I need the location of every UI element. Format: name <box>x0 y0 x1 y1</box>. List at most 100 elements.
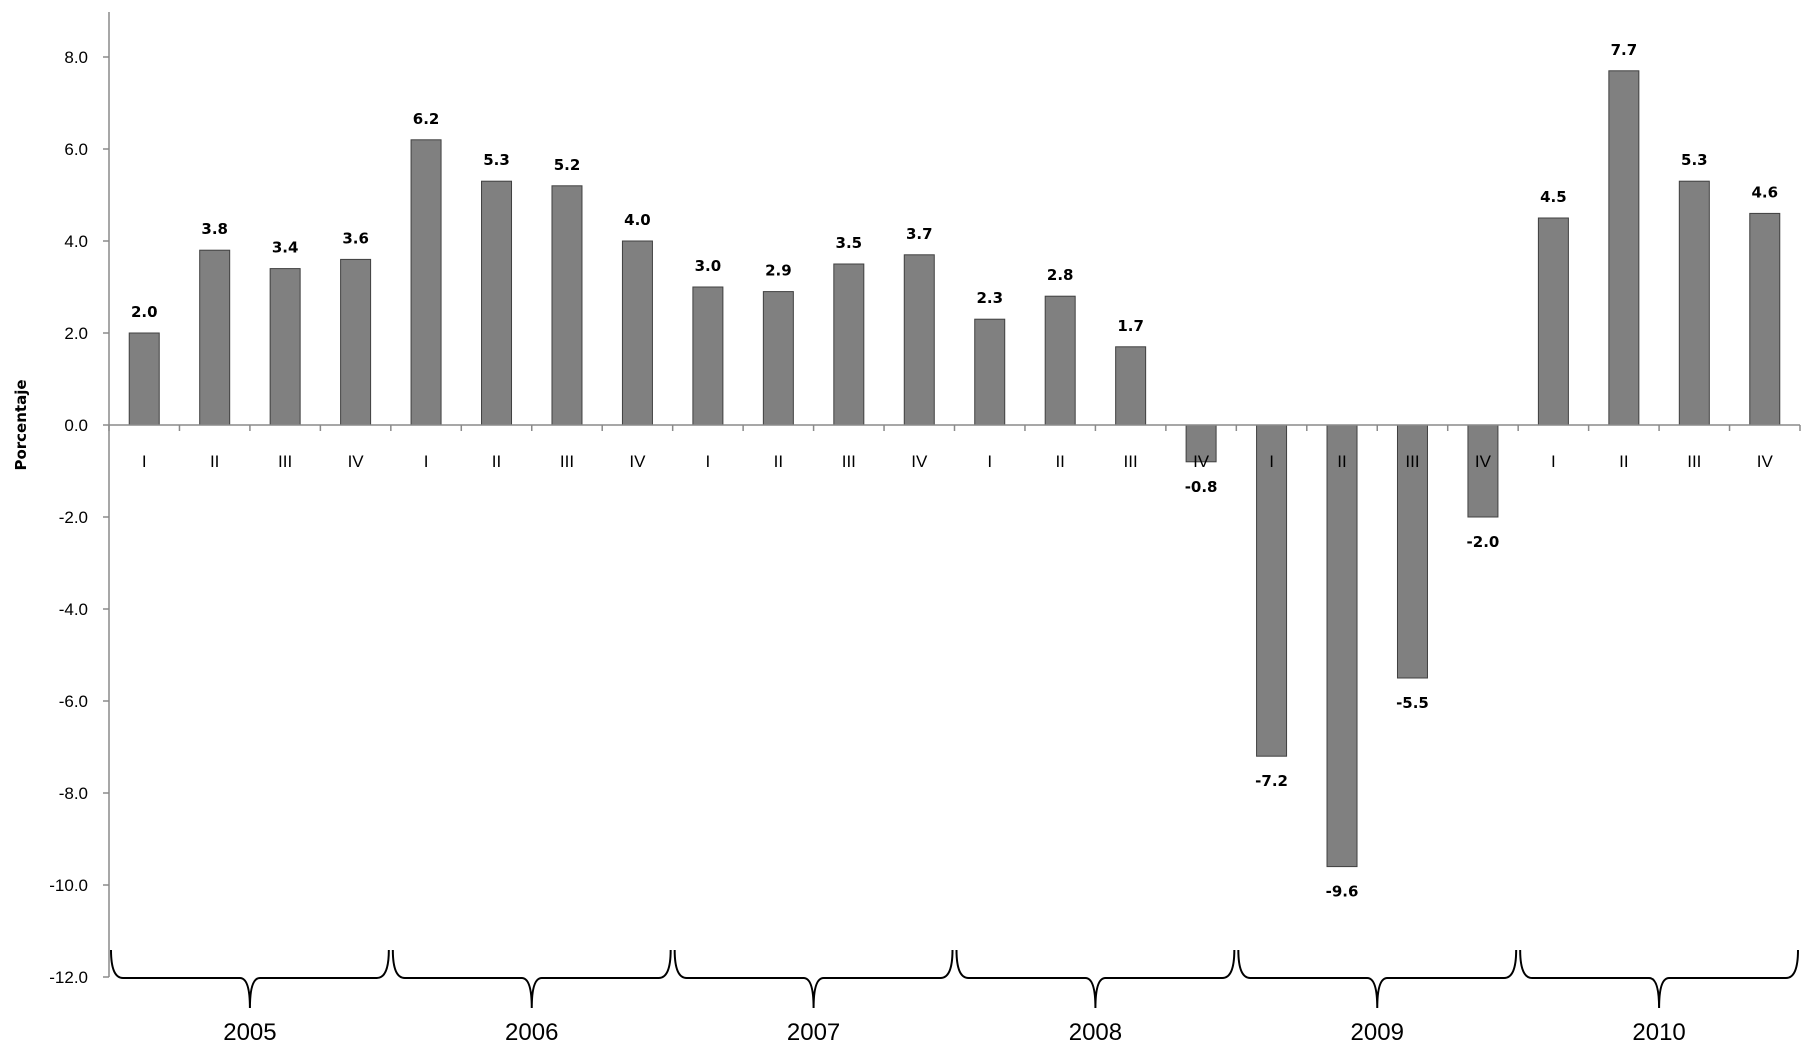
year-label: 2005 <box>223 1019 276 1046</box>
bar <box>1185 424 1217 463</box>
bars-group <box>128 70 1781 868</box>
data-label: -0.8 <box>1185 478 1218 496</box>
bar <box>128 332 160 426</box>
quarter-label: II <box>1619 452 1628 471</box>
data-label: -2.0 <box>1467 533 1500 551</box>
y-tick-label: 6.0 <box>64 140 88 159</box>
data-label: 3.5 <box>836 234 863 252</box>
year-brace <box>110 949 390 1009</box>
year-label: 2008 <box>1069 1019 1122 1046</box>
data-label: -9.6 <box>1326 883 1359 901</box>
data-label: 2.8 <box>1047 266 1074 284</box>
y-tick-label: 8.0 <box>64 48 88 67</box>
bar <box>1256 424 1288 757</box>
y-tick-label: -6.0 <box>59 692 88 711</box>
quarter-labels: I II III IV I II III IV I II III IV I II III IV I II III IV… <box>142 452 1774 471</box>
quarter-label: IV <box>911 452 928 471</box>
data-label: 3.8 <box>201 220 228 238</box>
bar <box>1537 217 1569 426</box>
quarter-label: IV <box>1757 452 1774 471</box>
bar <box>1749 212 1781 426</box>
quarter-label: III <box>278 452 292 471</box>
year-brace <box>673 949 954 1009</box>
bar <box>974 318 1006 426</box>
data-label: 7.7 <box>1611 41 1638 59</box>
y-tick-label: 0.0 <box>64 416 88 435</box>
bar <box>410 139 442 426</box>
data-label: 4.0 <box>624 211 651 229</box>
year-labels: 2005 2006 2007 2008 2009 2010 <box>223 1019 1686 1046</box>
quarter-label: IV <box>1475 452 1492 471</box>
quarter-label: I <box>142 452 147 471</box>
data-label: 4.5 <box>1540 188 1567 206</box>
data-label: 3.0 <box>695 257 722 275</box>
y-tick-label: -4.0 <box>59 600 88 619</box>
quarter-label: III <box>560 452 574 471</box>
bar <box>762 291 794 426</box>
year-label: 2007 <box>787 1019 840 1046</box>
quarter-label: IV <box>348 452 365 471</box>
data-label: 3.6 <box>342 229 369 247</box>
year-brace <box>1519 949 1799 1009</box>
axes <box>108 12 1801 977</box>
quarter-label: III <box>1124 452 1138 471</box>
quarter-label: II <box>492 452 501 471</box>
bar <box>1608 70 1640 426</box>
bar <box>1044 295 1076 426</box>
bar <box>269 268 301 426</box>
bar <box>1396 424 1428 679</box>
data-label: 2.3 <box>976 289 1003 307</box>
quarter-label: III <box>842 452 856 471</box>
data-labels: 2.0 3.8 3.4 3.6 6.2 5.3 5.2 4.0 3.0 2.9 3.5 3.7 2.3 2… <box>131 41 1778 901</box>
data-label: 5.3 <box>1681 151 1708 169</box>
bar <box>1115 346 1147 426</box>
quarter-label: I <box>706 452 711 471</box>
quarter-label: I <box>1551 452 1556 471</box>
data-label: 2.9 <box>765 262 792 280</box>
data-label: 4.6 <box>1751 183 1778 201</box>
quarter-label: III <box>1687 452 1701 471</box>
y-tick-label: -8.0 <box>59 784 88 803</box>
quarter-label: I <box>987 452 992 471</box>
bar <box>551 185 583 426</box>
y-tick-label: 2.0 <box>64 324 88 343</box>
bar <box>903 254 935 426</box>
y-axis-ticks: 8.0 6.0 4.0 2.0 0.0 -2.0 -4.0 -6.0 -8.0 -10.0 -12.… <box>49 48 109 987</box>
quarter-label: IV <box>1193 452 1210 471</box>
bar <box>1326 424 1358 868</box>
bar <box>1678 180 1710 426</box>
y-tick-label: -12.0 <box>49 968 88 987</box>
data-label: -7.2 <box>1255 772 1288 790</box>
data-label: 1.7 <box>1117 317 1144 335</box>
y-tick-label: -10.0 <box>49 876 88 895</box>
data-label: -5.5 <box>1396 694 1429 712</box>
quarter-label: III <box>1405 452 1419 471</box>
data-label: 6.2 <box>413 110 440 128</box>
year-braces <box>110 949 1799 1009</box>
bar <box>1467 424 1499 518</box>
bar <box>621 240 653 426</box>
quarter-label: II <box>1337 452 1346 471</box>
year-label: 2010 <box>1632 1019 1685 1046</box>
year-brace <box>1237 949 1518 1009</box>
quarter-label: II <box>774 452 783 471</box>
quarter-label: I <box>1269 452 1274 471</box>
data-label: 3.7 <box>906 225 933 243</box>
bar <box>340 258 372 426</box>
y-tick-label: -2.0 <box>59 508 88 527</box>
y-axis-title: Porcentaje <box>12 379 30 470</box>
quarter-label: I <box>424 452 429 471</box>
quarter-label: II <box>210 452 219 471</box>
year-label: 2006 <box>505 1019 558 1046</box>
year-label: 2009 <box>1351 1019 1404 1046</box>
bar <box>199 249 231 426</box>
year-brace <box>391 949 672 1009</box>
data-label: 5.2 <box>554 156 581 174</box>
year-brace <box>955 949 1236 1009</box>
bar <box>833 263 865 426</box>
bar <box>692 286 724 426</box>
data-label: 2.0 <box>131 303 158 321</box>
bar <box>481 180 513 426</box>
data-label: 3.4 <box>272 239 299 257</box>
